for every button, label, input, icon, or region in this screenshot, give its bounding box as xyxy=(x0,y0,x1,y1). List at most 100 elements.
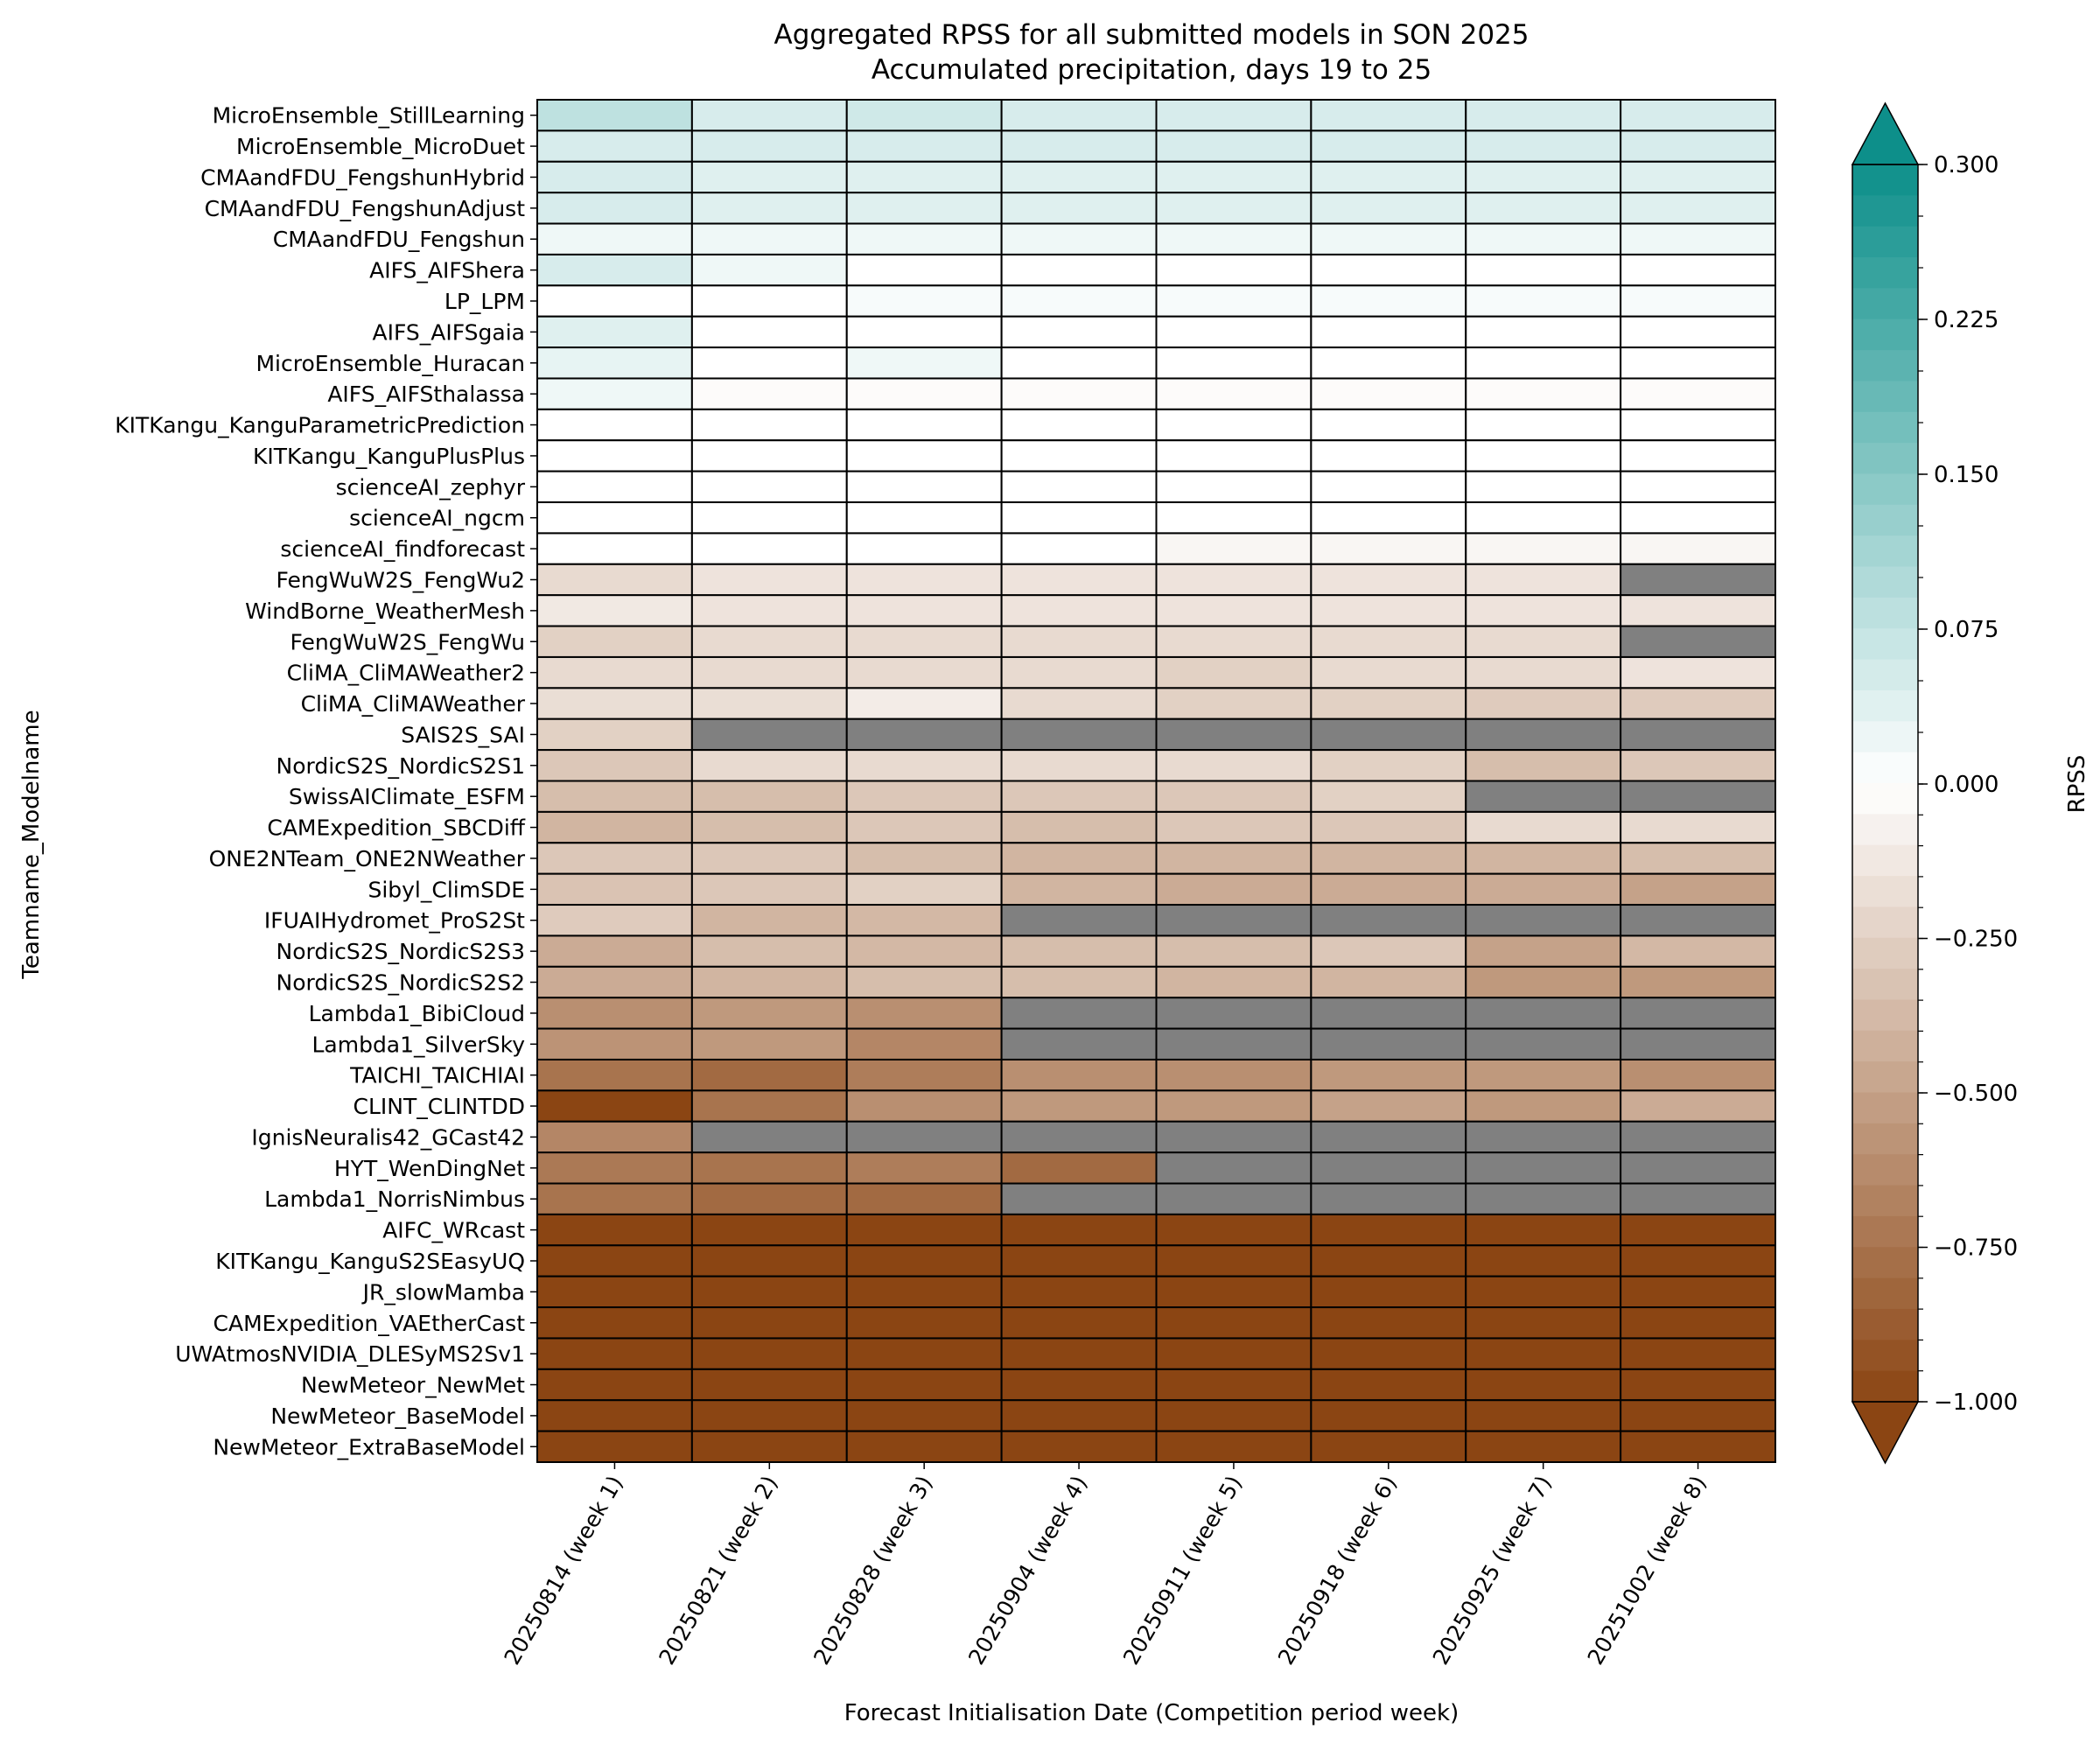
heatmap-cell xyxy=(1465,532,1622,565)
heatmap-cell xyxy=(1465,655,1622,690)
heatmap-cell xyxy=(845,377,1003,410)
heatmap-cell xyxy=(1000,253,1158,287)
heatmap-cell xyxy=(1310,997,1467,1030)
heatmap-cell xyxy=(1000,284,1158,318)
heatmap-cell xyxy=(1000,780,1158,813)
heatmap-cell xyxy=(536,563,693,597)
heatmap-cell xyxy=(1620,655,1776,690)
heatmap-cell xyxy=(1465,872,1622,906)
heatmap-cell xyxy=(1000,749,1158,782)
heatmap-cell xyxy=(1310,810,1467,844)
heatmap-cell xyxy=(845,749,1003,782)
heatmap-cell xyxy=(536,346,693,380)
row-label: CMAandFDU_FengshunHybrid xyxy=(200,164,525,190)
heatmap-cell xyxy=(690,655,848,690)
colorbar-segment xyxy=(1852,844,1918,877)
colorbar-tick-label: 0.225 xyxy=(1934,307,1998,333)
heatmap-cell xyxy=(1620,965,1776,999)
heatmap-cell xyxy=(1310,377,1467,410)
heatmap-cell xyxy=(536,934,693,968)
row-label: NewMeteor_NewMet xyxy=(301,1373,525,1398)
heatmap-cell xyxy=(536,842,693,875)
heatmap-cell xyxy=(845,780,1003,813)
heatmap-cell xyxy=(1310,501,1467,535)
row-label: scienceAI_zephyr xyxy=(336,474,526,500)
colorbar-segment xyxy=(1852,1308,1918,1340)
heatmap-cell xyxy=(1000,1027,1158,1060)
heatmap-cell xyxy=(1620,501,1776,535)
colorbar-segment xyxy=(1852,659,1918,691)
colorbar-segment xyxy=(1852,752,1918,784)
heatmap-cell xyxy=(1620,1430,1776,1464)
heatmap-cell xyxy=(536,222,693,256)
heatmap-cell xyxy=(1155,810,1312,844)
heatmap-cell xyxy=(1000,594,1158,627)
row-label: CMAandFDU_Fengshun xyxy=(273,227,525,252)
heatmap-cell xyxy=(1310,563,1467,597)
colorbar-segment xyxy=(1852,226,1918,258)
heatmap-cell xyxy=(690,842,848,875)
heatmap-cell xyxy=(845,222,1003,256)
colorbar-segment xyxy=(1852,1092,1918,1124)
heatmap-cell xyxy=(1310,160,1467,194)
heatmap-cell xyxy=(1155,872,1312,906)
heatmap-cell xyxy=(690,1430,848,1464)
heatmap-cell xyxy=(1465,749,1622,782)
row-label: MicroEnsemble_Huracan xyxy=(256,351,525,376)
heatmap-cell xyxy=(1310,749,1467,782)
colorbar-segment xyxy=(1852,504,1918,536)
heatmap-cell xyxy=(845,810,1003,844)
heatmap-cell xyxy=(845,1213,1003,1247)
heatmap-cell xyxy=(845,1244,1003,1278)
colorbar-segment xyxy=(1852,566,1918,598)
heatmap-cell xyxy=(1000,1244,1158,1278)
heatmap-cell xyxy=(1310,346,1467,380)
heatmap-cell xyxy=(536,1430,693,1464)
heatmap-cell xyxy=(1620,377,1776,410)
heatmap-cell xyxy=(845,1152,1003,1185)
heatmap-cell xyxy=(845,408,1003,442)
column-label: 20250918 (week 6) xyxy=(1273,1472,1402,1670)
row-label: SAIS2S_SAI xyxy=(401,722,525,747)
heatmap-cell xyxy=(1310,532,1467,565)
heatmap-cell xyxy=(1620,594,1776,627)
heatmap-cell xyxy=(690,222,848,256)
row-label: CMAandFDU_FengshunAdjust xyxy=(205,196,526,221)
heatmap-cell xyxy=(1310,780,1467,813)
heatmap-cell xyxy=(1465,1213,1622,1247)
heatmap-cell xyxy=(1155,222,1312,256)
heatmap-cell xyxy=(1465,1182,1622,1215)
heatmap-cell xyxy=(536,749,693,782)
heatmap-cell xyxy=(1310,1399,1467,1432)
heatmap-cell xyxy=(845,1275,1003,1309)
colorbar-tick-label: 0.000 xyxy=(1934,772,1998,798)
heatmap-cell xyxy=(1465,1058,1622,1092)
heatmap-cell xyxy=(1000,1089,1158,1123)
heatmap-cell xyxy=(1155,842,1312,875)
heatmap-cell xyxy=(1000,408,1158,442)
heatmap-cell xyxy=(1620,718,1776,752)
heatmap-cell xyxy=(536,1027,693,1060)
colorbar-segment xyxy=(1852,381,1918,413)
heatmap-cell xyxy=(690,563,848,597)
heatmap-cell xyxy=(690,625,848,658)
heatmap-cell xyxy=(1155,192,1312,225)
colorbar-segment xyxy=(1852,318,1918,351)
heatmap-cell xyxy=(1000,842,1158,875)
row-label: IFUAIHydromet_ProS2St xyxy=(264,908,525,934)
x-axis-label: Forecast Initialisation Date (Competitio… xyxy=(844,1700,1459,1726)
heatmap-cell xyxy=(690,594,848,627)
heatmap-cell xyxy=(690,1182,848,1215)
heatmap-cell xyxy=(1310,904,1467,937)
heatmap-cell xyxy=(1155,315,1312,349)
heatmap-cell xyxy=(1465,563,1622,597)
heatmap-cell xyxy=(1310,315,1467,349)
colorbar-segment xyxy=(1852,1030,1918,1062)
heatmap-cell xyxy=(690,872,848,906)
heatmap-cell xyxy=(690,1058,848,1092)
heatmap-cell xyxy=(1155,1213,1312,1247)
heatmap-cell xyxy=(536,501,693,535)
heatmap-cell xyxy=(1310,1089,1467,1123)
heatmap-cell xyxy=(1620,1337,1776,1370)
